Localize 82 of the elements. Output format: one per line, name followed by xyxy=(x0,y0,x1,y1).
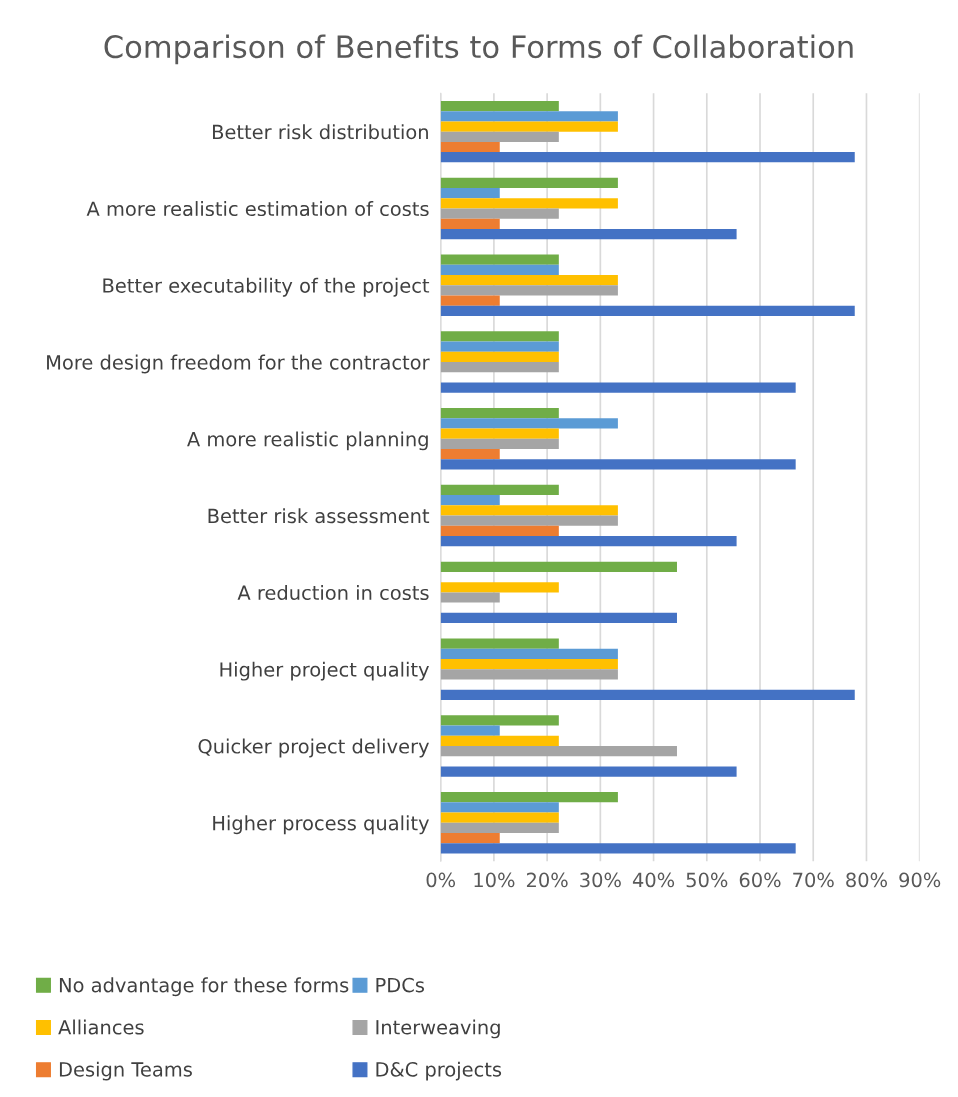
bar xyxy=(440,408,559,419)
y-tick-label: More design freedom for the contractor xyxy=(47,354,430,374)
bar xyxy=(440,561,677,572)
x-tick-label: 90% xyxy=(899,872,941,888)
bar xyxy=(440,689,855,700)
bar xyxy=(440,843,796,854)
bar xyxy=(440,351,559,363)
bar xyxy=(440,362,559,373)
bar xyxy=(440,612,677,624)
bar xyxy=(440,331,559,342)
chart-title: Comparison of Benefits to Forms of Collaboration xyxy=(104,34,853,65)
y-tick-label: A more realistic planning xyxy=(187,431,428,451)
bar xyxy=(440,305,855,316)
y-tick-label: A reduction in costs xyxy=(237,584,429,601)
y-tick-label: Better risk assessment xyxy=(208,508,430,524)
bar xyxy=(440,515,618,526)
bar xyxy=(440,382,796,393)
bar xyxy=(440,822,559,833)
bar xyxy=(440,658,618,670)
bar xyxy=(440,274,618,286)
bar xyxy=(440,228,737,240)
bar xyxy=(440,812,559,823)
bar xyxy=(440,208,559,219)
y-tick-label: A more realistic estimation of costs xyxy=(86,201,429,217)
bar xyxy=(440,525,559,537)
x-tick-label: 20% xyxy=(526,872,568,888)
bar xyxy=(440,745,677,757)
bar xyxy=(440,832,500,844)
x-tick-label: 30% xyxy=(580,872,621,888)
bar xyxy=(440,438,559,450)
bar xyxy=(440,792,618,803)
y-tick-label: Higher project quality xyxy=(220,661,429,681)
bar xyxy=(440,715,559,726)
bar xyxy=(440,669,618,680)
bar xyxy=(440,536,737,547)
x-tick-label: 40% xyxy=(632,872,675,888)
x-tick-label: 60% xyxy=(739,872,781,888)
bar xyxy=(440,725,500,736)
bar xyxy=(440,177,618,188)
y-tick-label: Quicker project delivery xyxy=(198,738,429,758)
legend-label: Interweaving xyxy=(376,1019,500,1039)
bar xyxy=(440,111,618,122)
bar xyxy=(440,428,559,439)
bar xyxy=(440,100,559,112)
bar xyxy=(440,285,618,296)
bar xyxy=(440,141,500,153)
legend-label: No advantage for these forms xyxy=(59,977,349,997)
bar xyxy=(440,735,559,746)
bar xyxy=(440,218,500,229)
x-tick-label: 10% xyxy=(474,872,515,888)
bar xyxy=(440,638,559,649)
legend-label: Alliances xyxy=(58,1019,144,1035)
bar xyxy=(440,198,618,209)
bar xyxy=(440,592,500,603)
x-tick-label: 0% xyxy=(426,872,456,888)
bar xyxy=(440,582,559,593)
bar xyxy=(440,766,737,777)
bar xyxy=(440,495,500,506)
legend-label: Design Teams xyxy=(59,1061,192,1081)
bar xyxy=(440,449,500,460)
bar xyxy=(440,254,559,265)
legend-label: D&C projects xyxy=(376,1061,502,1081)
bar xyxy=(440,418,618,429)
y-tick-label: Better risk distribution xyxy=(213,124,428,140)
x-tick-label: 80% xyxy=(846,872,887,888)
x-tick-label: 50% xyxy=(686,872,728,888)
bar xyxy=(440,648,618,659)
bar xyxy=(440,187,500,199)
bar xyxy=(440,264,559,275)
bar xyxy=(440,121,618,132)
bar xyxy=(440,459,796,470)
bar xyxy=(440,152,855,163)
bar xyxy=(440,802,559,813)
legend-label: PDCs xyxy=(376,977,425,993)
bar xyxy=(440,341,559,352)
y-tick-label: Higher process quality xyxy=(213,815,429,835)
x-tick-label: 70% xyxy=(793,872,834,888)
bar xyxy=(440,295,500,306)
bar xyxy=(440,484,559,496)
bar xyxy=(440,131,559,142)
y-tick-label: Better executability of the project xyxy=(103,277,430,297)
bar xyxy=(440,505,618,516)
